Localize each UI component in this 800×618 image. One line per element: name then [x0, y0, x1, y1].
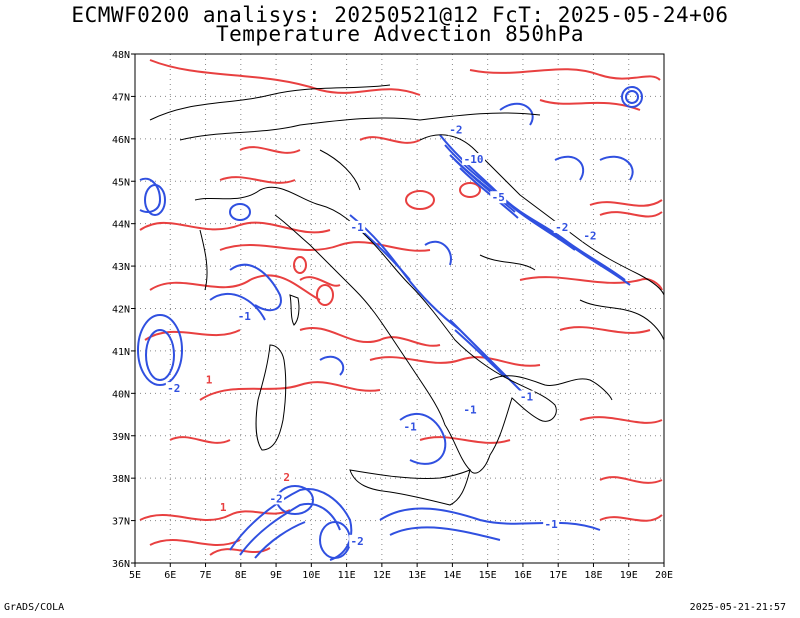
- contour-label-bg: [165, 382, 182, 395]
- lat-tick-label: 48N: [112, 50, 130, 61]
- contour-label-bg: [462, 153, 486, 166]
- contour-label: 2: [283, 471, 290, 484]
- contour-label: 1: [206, 374, 213, 387]
- lat-tick-label: 39N: [112, 432, 130, 443]
- lon-tick-label: 11E: [338, 570, 356, 581]
- lat-tick-label: 38N: [112, 474, 130, 485]
- contour-label: -2: [351, 535, 364, 548]
- contour-label: -2: [583, 229, 596, 242]
- lon-tick-label: 16E: [514, 570, 532, 581]
- warm-advection-contours: [139, 59, 663, 556]
- cold-advection-contours: [137, 86, 643, 561]
- contour-label-bg: [518, 390, 535, 403]
- map-frame: [134, 53, 665, 564]
- lat-tick-label: 43N: [112, 262, 130, 273]
- coastline-borders: [149, 84, 664, 506]
- contour-label-bg: [402, 420, 419, 433]
- lon-tick-label: 7E: [200, 570, 212, 581]
- lon-tick-label: 18E: [584, 570, 602, 581]
- contour-label-bg: [268, 492, 285, 505]
- lat-tick-label: 45N: [112, 177, 130, 188]
- lat-tick-label: 47N: [112, 92, 130, 103]
- contour-label: -1: [545, 518, 559, 531]
- lat-lon-grid: [135, 54, 664, 563]
- footer-timestamp: 2025-05-21-21:57: [689, 602, 786, 613]
- lon-tick-label: 5E: [129, 570, 141, 581]
- map-title-line2: Temperature Advection 850hPa: [215, 22, 584, 46]
- contour-label: -1: [351, 221, 365, 234]
- lon-tick-label: 20E: [655, 570, 673, 581]
- lat-tick-label: 46N: [112, 135, 130, 146]
- lon-tick-label: 17E: [549, 570, 567, 581]
- contour-label: -2: [269, 492, 282, 505]
- contour-label-bg: [553, 220, 570, 233]
- contour-label-bg: [543, 517, 560, 530]
- lon-tick-label: 15E: [479, 570, 497, 581]
- contour-label: -1: [520, 391, 534, 404]
- lon-tick-label: 10E: [302, 570, 320, 581]
- contour-label: -2: [449, 123, 462, 136]
- contour-label-bg: [236, 309, 253, 322]
- contour-label: -2: [167, 382, 180, 395]
- contour-label: -10: [464, 153, 484, 166]
- lat-tick-label: 42N: [112, 305, 130, 316]
- contour-label: -2: [555, 221, 568, 234]
- lat-tick-label: 41N: [112, 347, 130, 358]
- lon-tick-label: 9E: [270, 570, 282, 581]
- contour-label-bg: [462, 403, 479, 416]
- axis-ticks: 5E 6E 7E 8E 9E 10E 11E 12E 13E 14E 15E 16E 17E 18E 19E…: [112, 50, 673, 581]
- lon-tick-label: 13E: [408, 570, 426, 581]
- lat-tick-label: 44N: [112, 220, 130, 231]
- contour-label-bg: [218, 500, 228, 513]
- lat-tick-label: 36N: [112, 559, 130, 570]
- footer-software-label: GrADS/COLA: [4, 602, 65, 613]
- lat-tick-label: 37N: [112, 517, 130, 528]
- contour-labels: -10 -2 -5 -2 -2 -1 -1 -2 -1 -1 -1 -1 -2 -2 1 2 1: [165, 123, 598, 548]
- contour-label: 1: [220, 501, 227, 514]
- lon-tick-label: 14E: [443, 570, 461, 581]
- contour-label: -5: [492, 191, 505, 204]
- contour-label-bg: [447, 123, 464, 136]
- lon-tick-label: 8E: [235, 570, 247, 581]
- contour-label-bg: [282, 471, 292, 484]
- contour-label: -1: [403, 420, 417, 433]
- contour-label: -1: [463, 403, 477, 416]
- contour-label-bg: [581, 229, 598, 242]
- map-title-line1: ECMWF0200 analisys: 20250521@12 FcT: 202…: [71, 3, 729, 27]
- contour-label-bg: [490, 191, 507, 204]
- contour-label: -1: [238, 310, 252, 323]
- lat-tick-label: 40N: [112, 389, 130, 400]
- contour-label-bg: [349, 534, 366, 547]
- contour-label-bg: [204, 373, 214, 386]
- lon-tick-label: 6E: [164, 570, 176, 581]
- contour-label-bg: [349, 220, 366, 233]
- lon-tick-label: 19E: [620, 570, 638, 581]
- lon-tick-label: 12E: [373, 570, 391, 581]
